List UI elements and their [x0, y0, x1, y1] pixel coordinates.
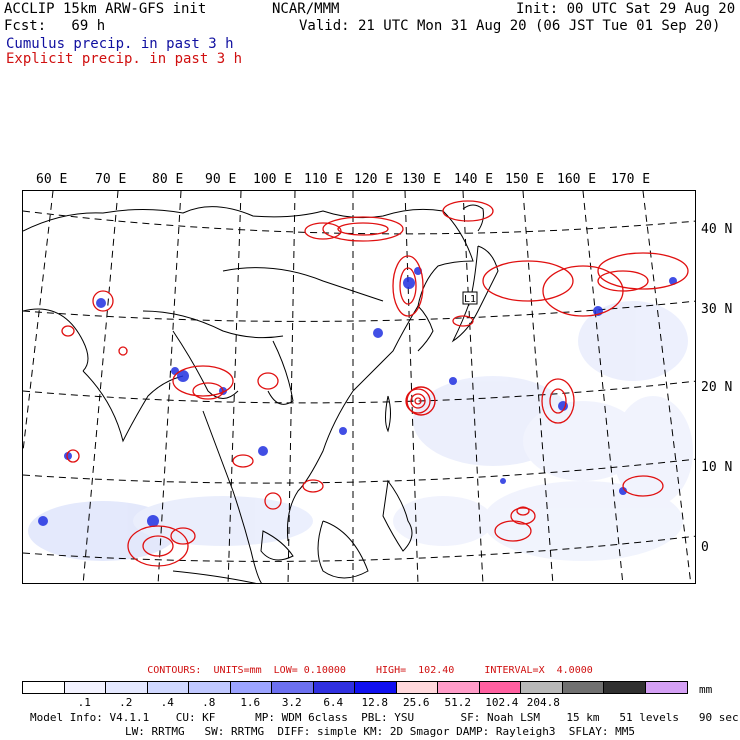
colorbar-tick: 25.6 [403, 696, 430, 709]
lon-label: 130 E [402, 172, 442, 187]
lon-label: 110 E [304, 172, 344, 187]
lon-label: 80 E [152, 172, 184, 187]
colorbar-units: mm [699, 683, 713, 696]
lon-label: 150 E [505, 172, 545, 187]
lon-label: 160 E [557, 172, 597, 187]
forecast-hour: Fcst: 69 h [4, 18, 106, 34]
cumulus-light-field [28, 301, 693, 561]
colorbar-tick: 3.2 [281, 696, 302, 709]
colorbar-tick: 51.2 [444, 696, 472, 709]
station-box [462, 291, 478, 305]
init-time: Init: 00 UTC Sat 29 Aug 20 [516, 1, 736, 17]
footer-physics-info: LW: RRTMG SW: RRTMG DIFF: simple KM: 2D … [125, 725, 635, 738]
colorbar-cell [189, 682, 231, 693]
colorbar-cell [645, 682, 687, 693]
colorbar-cell [313, 682, 355, 693]
colorbar-tick: 1.6 [240, 696, 261, 709]
colorbar-cell [355, 682, 397, 693]
colorbar-cell [521, 682, 563, 693]
lat-label: 20 N [701, 380, 733, 395]
colorbar-cell [147, 682, 189, 693]
lon-label: 60 E [36, 172, 68, 187]
colorbar-tick: 6.4 [323, 696, 344, 709]
center-label: NCAR/MMM [272, 1, 340, 17]
lon-label: 140 E [454, 172, 494, 187]
lon-label: 170 E [611, 172, 651, 187]
colorbar-cell [562, 682, 604, 693]
colorbar-cell [438, 682, 480, 693]
contour-info: CONTOURS: UNITS=mm LOW= 0.10000 HIGH= 10… [147, 665, 593, 676]
colorbar-tick: .2 [119, 696, 133, 709]
valid-time: Valid: 21 UTC Mon 31 Aug 20 (06 JST Tue … [299, 18, 721, 34]
colorbar-cell [230, 682, 272, 693]
colorbar-cell [106, 682, 148, 693]
lat-label: 40 N [701, 222, 733, 237]
typhoon-marker [406, 386, 436, 416]
lon-label: 100 E [253, 172, 293, 187]
colorbar [22, 681, 688, 694]
colorbar-tick: .8 [202, 696, 216, 709]
colorbar-tick: 204.8 [526, 696, 560, 709]
station-box-label: L1 [464, 294, 476, 305]
explicit-legend: Explicit precip. in past 3 h [6, 51, 243, 67]
lat-label: 0 [701, 540, 709, 555]
map-panel: L1 [22, 190, 696, 584]
lat-label: 30 N [701, 302, 733, 317]
lon-label: 90 E [205, 172, 237, 187]
footer-model-info: Model Info: V4.1.1 CU: KF MP: WDM 6class… [30, 711, 739, 724]
colorbar-cell [23, 682, 65, 693]
cumulus-legend: Cumulus precip. in past 3 h [6, 36, 234, 52]
colorbar-tick: .4 [160, 696, 174, 709]
colorbar-tick: 12.8 [361, 696, 389, 709]
colorbar-cell [64, 682, 106, 693]
lon-label: 70 E [95, 172, 127, 187]
colorbar-tick: .1 [77, 696, 91, 709]
colorbar-tick: 102.4 [485, 696, 519, 709]
plot-title: ACCLIP 15km ARW-GFS init [4, 1, 207, 17]
lon-label: 120 E [354, 172, 394, 187]
colorbar-cell [604, 682, 646, 693]
colorbar-cell [272, 682, 314, 693]
map-canvas: L1 [23, 191, 695, 583]
explicit-precip [61, 200, 689, 567]
colorbar-cell [396, 682, 438, 693]
lat-label: 10 N [701, 460, 733, 475]
colorbar-cell [479, 682, 521, 693]
